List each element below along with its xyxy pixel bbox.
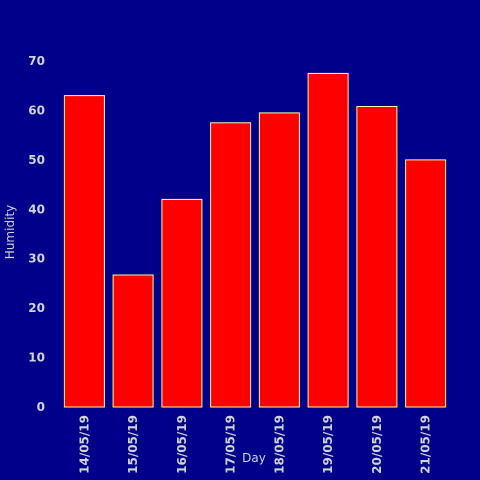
x-tick-label: 18/05/19 <box>272 415 286 474</box>
bar <box>405 159 447 408</box>
x-tick-label: 16/05/19 <box>175 415 189 474</box>
x-tick-label: 14/05/19 <box>77 415 91 474</box>
y-tick-label: 60 <box>28 103 45 117</box>
bar <box>210 122 252 408</box>
x-tick-label: 15/05/19 <box>126 415 140 474</box>
bars <box>63 72 447 408</box>
y-axis-title: Humidity <box>3 205 17 259</box>
x-tick-label: 20/05/19 <box>370 415 384 474</box>
x-axis-title: Day <box>242 451 266 465</box>
bar <box>307 72 349 408</box>
bar <box>63 95 105 408</box>
x-tick-label: 17/05/19 <box>224 415 238 474</box>
x-axis: 14/05/19 15/05/19 16/05/19 17/05/19 18/05/19… <box>77 415 432 474</box>
bar <box>258 112 300 408</box>
y-axis: 0 10 20 30 40 50 60 70 <box>28 54 45 414</box>
bar <box>112 274 154 408</box>
bar <box>161 198 203 408</box>
y-tick-label: 40 <box>28 202 45 216</box>
bar <box>356 106 398 408</box>
y-tick-label: 20 <box>28 301 45 315</box>
y-tick-label: 50 <box>28 153 45 167</box>
y-tick-label: 30 <box>28 252 45 266</box>
x-tick-label: 19/05/19 <box>321 415 335 474</box>
y-tick-label: 0 <box>37 400 45 414</box>
y-tick-label: 10 <box>28 351 45 365</box>
y-tick-label: 70 <box>28 54 45 68</box>
x-tick-label: 21/05/19 <box>419 415 433 474</box>
